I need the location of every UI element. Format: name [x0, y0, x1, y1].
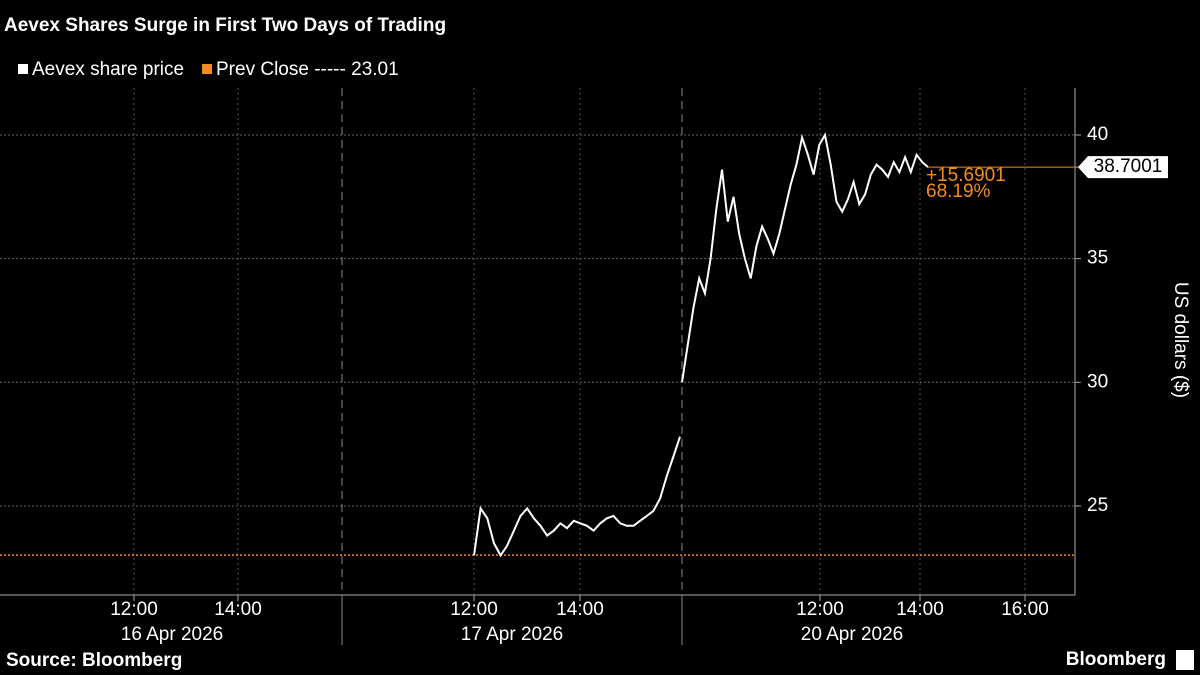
x-tick-label: 12:00: [796, 599, 844, 620]
last-value-label: 38.7001: [1094, 156, 1163, 177]
x-tick-label: 14:00: [556, 599, 604, 620]
y-tick-label: 40: [1087, 124, 1108, 145]
last-value-box: [1078, 156, 1168, 179]
y-axis-title: US dollars ($): [1170, 282, 1191, 398]
y-tick-label: 30: [1087, 371, 1108, 392]
x-tick-label: 14:00: [896, 599, 944, 620]
legend-value: 23.01: [351, 59, 399, 80]
x-tick-label: 16:00: [1001, 599, 1049, 620]
change-percent: 68.19%: [926, 181, 991, 202]
price-line: [473, 132, 929, 558]
source: Source: Bloomberg: [6, 650, 182, 671]
legend-swatch: [18, 64, 28, 74]
chart-title: Aevex Shares Surge in First Two Days of …: [4, 15, 446, 36]
change-absolute: +15.6901: [926, 165, 1006, 186]
x-date-label: 17 Apr 2026: [461, 624, 563, 645]
legend-name: Prev Close -----: [216, 59, 346, 80]
x-date-label: 20 Apr 2026: [801, 624, 903, 645]
x-tick-label: 12:00: [110, 599, 158, 620]
y-tick-label: 35: [1087, 248, 1108, 269]
x-date-label: 16 Apr 2026: [121, 624, 223, 645]
legend-label: Prev Close ----- 23.01: [216, 59, 399, 80]
y-tick-label: 25: [1087, 495, 1108, 516]
legend-swatch: [202, 64, 212, 74]
brand-icon: [1176, 650, 1194, 670]
x-tick-label: 12:00: [450, 599, 498, 620]
legend-label: Aevex share price: [32, 59, 184, 80]
brand: Bloomberg: [1066, 649, 1166, 670]
x-tick-label: 14:00: [214, 599, 262, 620]
